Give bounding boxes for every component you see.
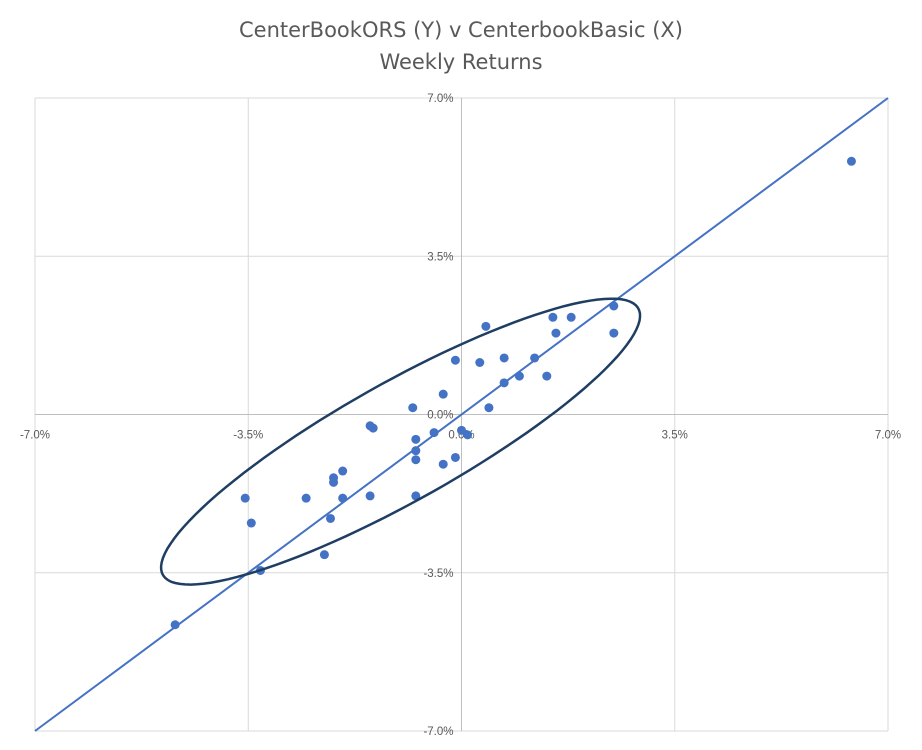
data-point	[463, 430, 473, 440]
data-point	[484, 403, 494, 413]
data-point	[329, 477, 339, 487]
data-point	[609, 301, 619, 311]
data-point	[240, 493, 250, 503]
data-point	[846, 156, 856, 166]
data-point	[499, 378, 509, 388]
data-point	[368, 423, 378, 433]
data-point	[429, 428, 439, 438]
y-tick-label: 3.5%	[427, 251, 453, 263]
y-tick-label: 7.0%	[427, 93, 453, 105]
data-point	[338, 493, 348, 503]
x-tick-label: -7.0%	[20, 430, 50, 442]
highlight-ellipse	[159, 297, 642, 586]
data-point	[338, 466, 348, 476]
data-point	[246, 518, 256, 528]
data-point	[481, 321, 491, 331]
data-point	[450, 452, 460, 462]
data-point	[548, 312, 558, 322]
y-tick-label: -7.0%	[423, 726, 453, 738]
data-point	[411, 446, 421, 456]
data-point	[450, 355, 460, 365]
data-point	[438, 459, 448, 469]
x-tick-label: -3.5%	[233, 430, 263, 442]
data-point	[411, 434, 421, 444]
data-point	[411, 491, 421, 501]
y-tick-label: 0.0%	[427, 410, 453, 422]
chart-subtitle: Weekly Returns	[379, 50, 543, 74]
data-point	[408, 403, 418, 413]
data-point	[301, 493, 311, 503]
chart-title: CenterBookORS (Y) v CenterbookBasic (X)	[239, 18, 683, 42]
data-point	[319, 550, 329, 560]
data-point	[326, 513, 336, 523]
data-point	[551, 328, 561, 338]
data-point	[170, 620, 180, 630]
y-tick-label: -3.5%	[423, 568, 453, 580]
data-point	[475, 358, 485, 368]
x-tick-label: 3.5%	[662, 430, 688, 442]
data-point	[365, 491, 375, 501]
data-point	[514, 371, 524, 381]
data-point	[411, 455, 421, 465]
data-point	[499, 353, 509, 363]
x-tick-label: 7.0%	[875, 430, 901, 442]
data-point	[530, 353, 540, 363]
data-point	[566, 312, 576, 322]
data-point	[438, 389, 448, 399]
data-point	[609, 328, 619, 338]
data-point	[542, 371, 552, 381]
